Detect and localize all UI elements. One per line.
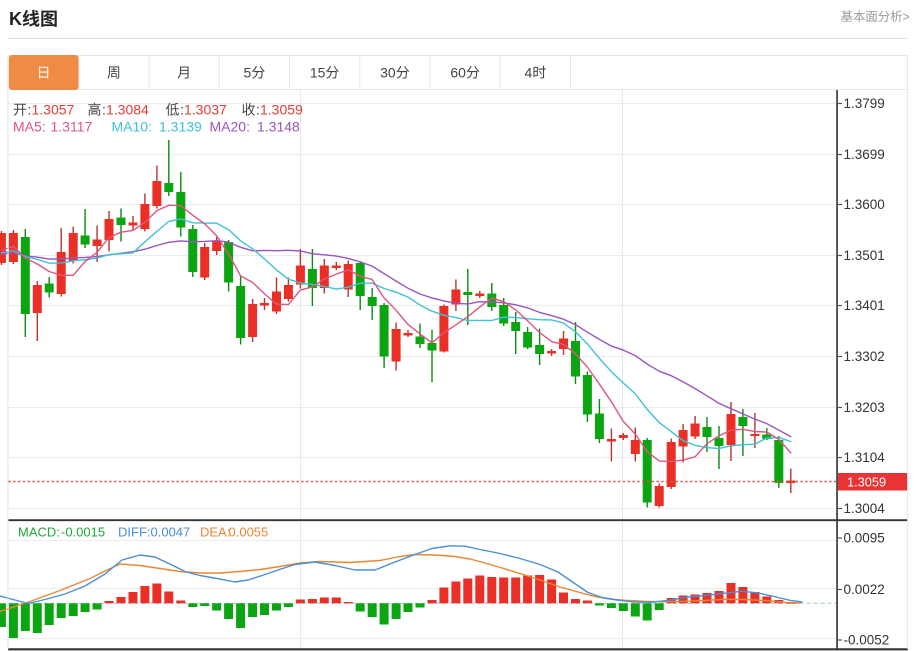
svg-text:1.3203: 1.3203	[844, 400, 885, 415]
svg-text:0.0047: 0.0047	[151, 524, 191, 539]
svg-text:0.0095: 0.0095	[844, 531, 885, 546]
svg-text:DEA:: DEA:	[200, 524, 230, 539]
svg-text:15: 15	[310, 65, 326, 81]
svg-text:0.0055: 0.0055	[229, 524, 269, 539]
svg-text:-0.0052: -0.0052	[844, 633, 890, 648]
svg-text:1.3699: 1.3699	[844, 147, 885, 162]
svg-text::: :	[28, 102, 32, 118]
svg-text:1.3037: 1.3037	[184, 102, 227, 118]
svg-text:1.3104: 1.3104	[844, 450, 886, 465]
svg-text:1.3600: 1.3600	[844, 197, 885, 212]
svg-text:30: 30	[380, 65, 396, 81]
svg-text:1.3057: 1.3057	[32, 102, 75, 118]
svg-text:5: 5	[243, 65, 251, 81]
svg-text:1.3799: 1.3799	[844, 96, 885, 111]
svg-text:1.3302: 1.3302	[844, 349, 885, 364]
svg-text:1.3148: 1.3148	[257, 118, 300, 134]
svg-text:60: 60	[450, 65, 466, 81]
svg-text:MA5:: MA5:	[13, 118, 46, 134]
svg-text:>: >	[903, 10, 910, 24]
svg-text:1.3117: 1.3117	[51, 118, 93, 134]
svg-text:-0.0015: -0.0015	[61, 524, 105, 539]
svg-text:1.3501: 1.3501	[844, 248, 885, 263]
svg-text:1.3059: 1.3059	[260, 102, 303, 118]
svg-text:K: K	[9, 9, 22, 29]
svg-text:1.3401: 1.3401	[844, 298, 885, 313]
svg-text:MA10:: MA10:	[112, 118, 152, 134]
svg-text:1.3004: 1.3004	[844, 501, 886, 516]
svg-text:DIFF:: DIFF:	[118, 524, 151, 539]
svg-text::: :	[256, 102, 260, 118]
svg-text::: :	[102, 102, 106, 118]
svg-text:1.3084: 1.3084	[106, 102, 149, 118]
svg-text::: :	[180, 102, 184, 118]
svg-text:MA20:: MA20:	[210, 118, 250, 134]
svg-text:1.3059: 1.3059	[847, 474, 886, 489]
svg-text:4: 4	[524, 65, 532, 81]
svg-text:0.0022: 0.0022	[844, 582, 885, 597]
svg-text:MACD:: MACD:	[18, 524, 60, 539]
svg-text:1.3139: 1.3139	[159, 118, 202, 134]
